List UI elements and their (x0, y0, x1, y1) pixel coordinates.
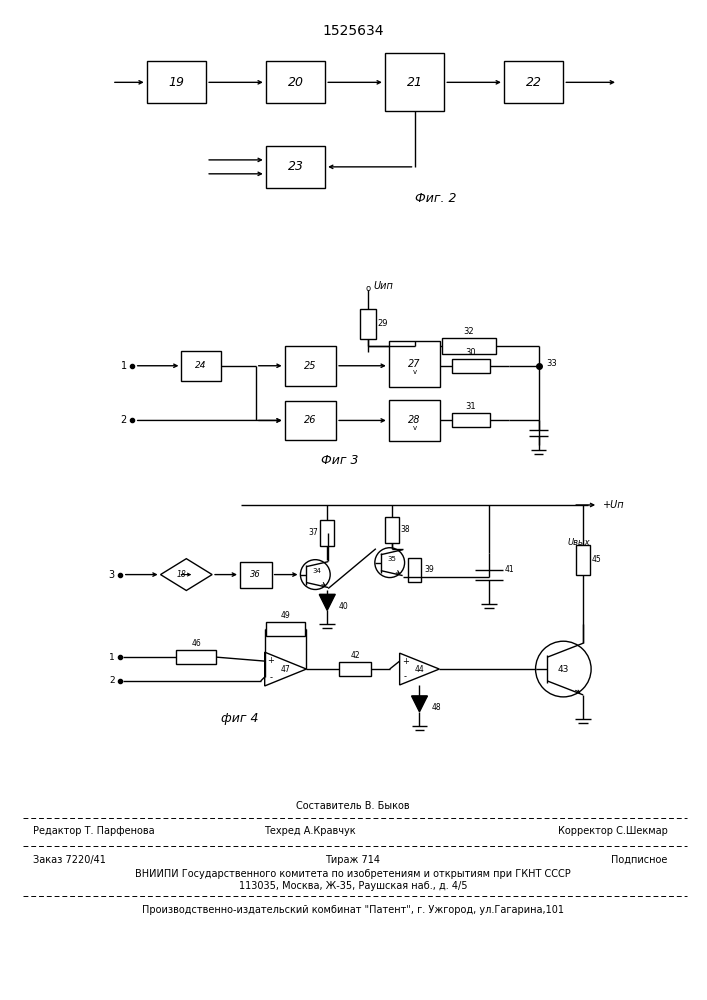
Text: -: - (404, 673, 407, 682)
Text: 21: 21 (407, 76, 423, 89)
Text: +: + (267, 656, 274, 665)
Text: v: v (412, 369, 416, 375)
Bar (385, 517, 399, 543)
Text: 2: 2 (110, 676, 115, 685)
Text: ВНИИПИ Государственного комитета по изобретениям и открытиям при ГКНТ СССР: ВНИИПИ Государственного комитета по изоб… (135, 869, 571, 879)
Bar (182, 351, 221, 381)
Text: 42: 42 (350, 651, 360, 660)
Bar (284, 346, 336, 386)
Circle shape (375, 548, 404, 578)
Polygon shape (411, 696, 428, 712)
Bar (452, 359, 490, 373)
Text: 18: 18 (177, 570, 186, 579)
Text: 22: 22 (525, 76, 542, 89)
Text: 34: 34 (313, 568, 322, 574)
Text: 25: 25 (304, 361, 317, 371)
Text: 1: 1 (121, 361, 127, 371)
Text: Тираж 714: Тираж 714 (325, 855, 380, 865)
Bar (576, 545, 590, 575)
Bar (442, 338, 496, 354)
Text: 49: 49 (281, 611, 291, 620)
Text: 113035, Москва, Ж-35, Раушская наб., д. 4/5: 113035, Москва, Ж-35, Раушская наб., д. … (239, 881, 467, 891)
Text: Фиг 3: Фиг 3 (322, 454, 359, 467)
Polygon shape (320, 594, 335, 610)
Bar (389, 400, 440, 441)
Text: 47: 47 (281, 665, 291, 674)
Text: 24: 24 (195, 361, 207, 370)
Text: 41: 41 (505, 565, 515, 574)
Text: 1525634: 1525634 (322, 24, 384, 38)
Bar (360, 309, 376, 339)
Bar (385, 53, 444, 111)
Text: Корректор С.Шекмар: Корректор С.Шекмар (558, 826, 667, 836)
Circle shape (300, 560, 330, 590)
Text: Uвых: Uвых (568, 538, 590, 547)
Text: 38: 38 (401, 525, 410, 534)
Text: Фиг. 2: Фиг. 2 (414, 192, 456, 205)
Text: 39: 39 (424, 565, 434, 574)
Text: o: o (366, 284, 370, 293)
Bar (320, 520, 334, 546)
Text: 45: 45 (592, 555, 602, 564)
Text: Заказ 7220/41: Заказ 7220/41 (33, 855, 105, 865)
Text: 27: 27 (408, 359, 421, 369)
Text: Производственно-издательский комбинат "Патент", г. Ужгород, ул.Гагарина,101: Производственно-издательский комбинат "П… (142, 905, 564, 915)
Text: 2: 2 (121, 415, 127, 425)
Bar (504, 61, 563, 103)
Text: 32: 32 (464, 327, 474, 336)
Bar (266, 61, 325, 103)
Text: -: - (269, 673, 272, 682)
Text: +: + (402, 657, 409, 666)
Text: 40: 40 (339, 602, 349, 611)
Text: 36: 36 (250, 570, 261, 579)
Bar (389, 341, 440, 387)
Text: v: v (412, 425, 416, 431)
Bar (407, 558, 421, 582)
Text: Составитель В. Быков: Составитель В. Быков (296, 801, 410, 811)
Text: 43: 43 (558, 665, 569, 674)
Text: 35: 35 (387, 556, 396, 562)
Text: 46: 46 (192, 639, 201, 648)
Text: 29: 29 (378, 319, 388, 328)
Circle shape (536, 641, 591, 697)
Bar (284, 401, 336, 440)
Text: +Uп: +Uп (603, 500, 625, 510)
Text: Редактор Т. Парфенова: Редактор Т. Парфенова (33, 826, 154, 836)
Text: 31: 31 (466, 402, 477, 411)
Bar (240, 562, 271, 588)
Text: фиг 4: фиг 4 (221, 712, 259, 725)
Bar (177, 650, 216, 664)
Text: 30: 30 (466, 348, 477, 357)
Text: 26: 26 (304, 415, 317, 425)
Bar (339, 662, 371, 676)
Text: 23: 23 (288, 160, 303, 173)
Text: 48: 48 (431, 703, 441, 712)
Text: Подписное: Подписное (611, 855, 667, 865)
Text: Техред А.Кравчук: Техред А.Кравчук (264, 826, 356, 836)
Text: 19: 19 (168, 76, 185, 89)
Text: 20: 20 (288, 76, 303, 89)
Text: Uип: Uип (374, 281, 394, 291)
Text: 33: 33 (547, 359, 557, 368)
Bar (452, 413, 490, 427)
Text: 37: 37 (308, 528, 318, 537)
Bar (266, 622, 305, 636)
Text: 1: 1 (109, 653, 115, 662)
Text: 44: 44 (414, 665, 424, 674)
Text: 3: 3 (109, 570, 115, 580)
Text: 28: 28 (408, 415, 421, 425)
Bar (146, 61, 206, 103)
Bar (266, 146, 325, 188)
